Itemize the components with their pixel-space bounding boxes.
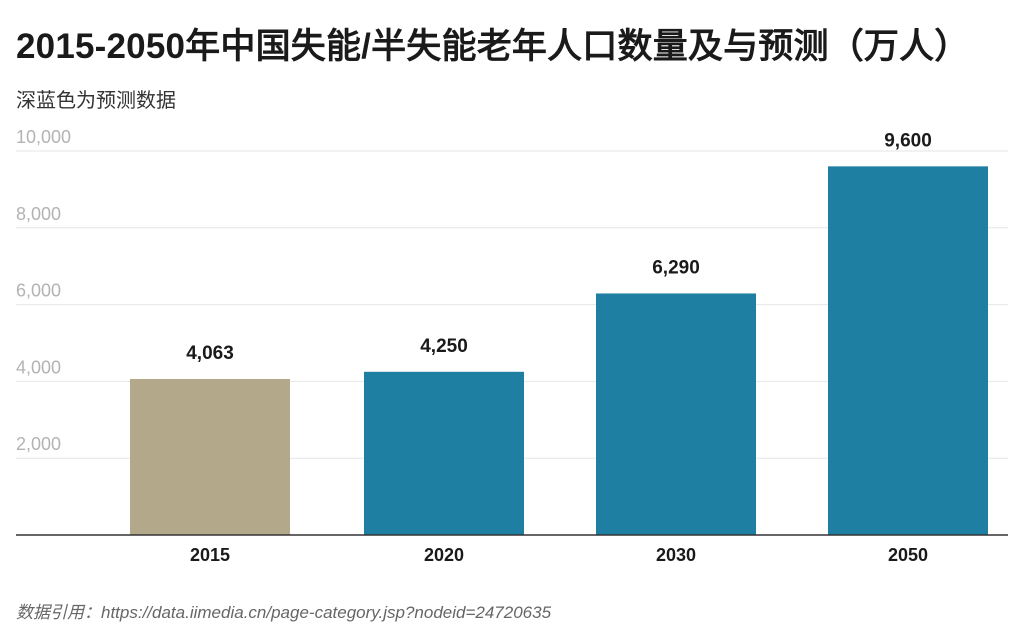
y-tick-label-4000: 4,000 [16,357,61,377]
value-label-2015: 4,063 [186,343,234,364]
bar-2030 [596,293,756,535]
value-label-2020: 4,250 [420,336,468,357]
category-label-2030: 2030 [656,545,696,565]
y-tick-label-8000: 8,000 [16,204,61,224]
category-label-2050: 2050 [888,545,928,565]
y-tick-label-10000: 10,000 [16,127,71,147]
bar-2020 [364,371,524,535]
category-label-2015: 2015 [190,545,230,565]
value-label-2030: 6,290 [652,257,700,278]
chart-subtitle: 深蓝色为预测数据 [16,90,176,112]
bar-2050 [828,166,988,536]
source-note: 数据引用：https://data.iimedia.cn/page-catego… [16,603,552,622]
value-labels: 4,063 4,250 6,290 9,600 [186,130,932,364]
y-tick-label-6000: 6,000 [16,281,61,301]
y-tick-label-2000: 2,000 [16,434,61,454]
value-label-2050: 9,600 [884,130,932,151]
y-axis-ticks: 2,000 4,000 6,000 8,000 10,000 [16,127,71,454]
x-axis-categories: 2015 2020 2030 2050 [190,545,928,565]
chart-title: 2015-2050年中国失能/半失能老年人口数量及与预测（万人） [16,27,970,66]
category-label-2020: 2020 [424,545,464,565]
bar-2015 [130,378,290,535]
bars [130,166,988,536]
